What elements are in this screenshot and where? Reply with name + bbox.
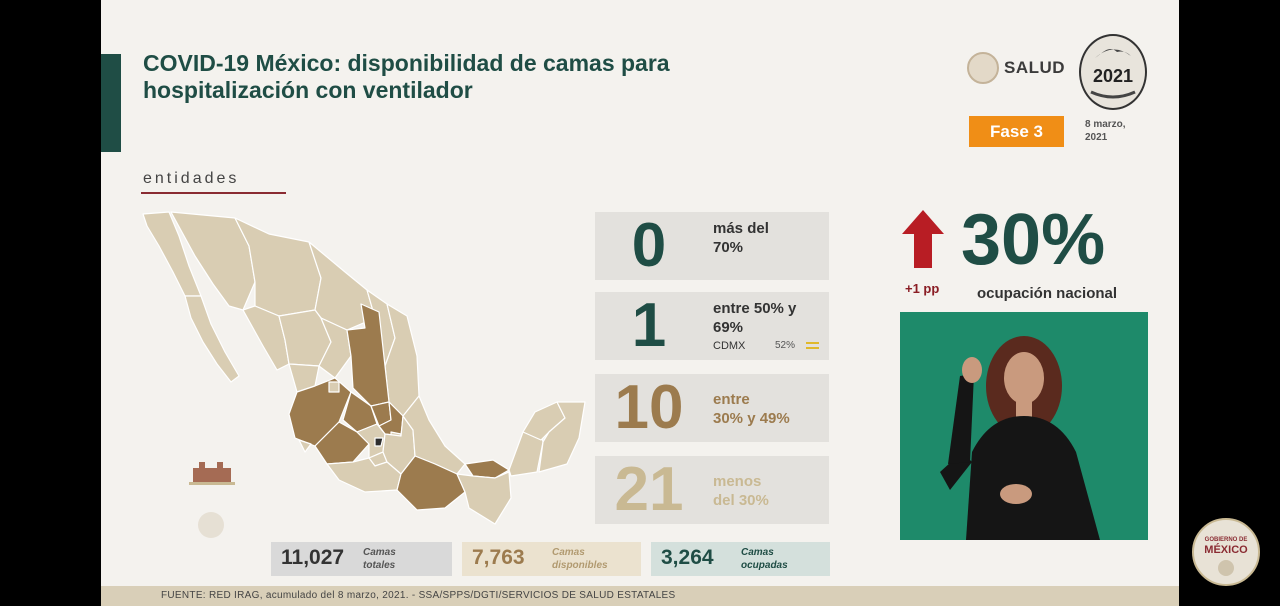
summary-label-line-2: disponibles [552, 560, 608, 571]
arrow-up-icon [902, 210, 944, 268]
map-state-quintana-roo [538, 401, 586, 473]
building-logo-icon [189, 462, 235, 485]
stat-number: 0 [631, 211, 667, 280]
stat-number: 21 [614, 455, 684, 524]
title-line-1: COVID-19 México: disponibilidad de camas… [143, 50, 670, 76]
title-line-2: hospitalización con ventilador [143, 77, 473, 103]
summary-occupied-label: Camas ocupadas [741, 546, 788, 572]
summary-label-line-1: Camas [552, 547, 585, 558]
summary-available-label: Camas disponibles [552, 546, 608, 572]
map-state-tabasco [464, 459, 510, 479]
gob-logo-line-2: MÉXICO [1204, 544, 1248, 556]
report-date: 8 marzo, 2021 [1085, 118, 1126, 144]
gob-seal-icon [1218, 560, 1234, 576]
map-state-cdmx [374, 437, 384, 447]
stat-label-line-1: entre 50% y [713, 300, 797, 317]
stat-box-under-30: 21 menos del 30% [595, 456, 829, 524]
map-label: entidades [143, 170, 240, 187]
stat-city-percent: 52% [775, 340, 796, 351]
stat-box-50-69: 1 entre 50% y 69% CDMX 52% [595, 292, 829, 360]
map-state-guerrero [326, 457, 402, 493]
map-state-san-luis-potosi [346, 303, 390, 407]
stat-label-line-1: más del [713, 220, 769, 237]
national-percent: 30% [961, 200, 1106, 280]
salud-logo-text: SALUD [1004, 58, 1066, 77]
stat-label: menos del 30% [713, 472, 769, 510]
stat-label-line-2: 30% y 49% [713, 410, 790, 427]
map-state-aguascalientes [328, 381, 340, 393]
page-title: COVID-19 México: disponibilidad de camas… [143, 50, 843, 104]
summary-occupied: 3,264 Camas ocupadas [651, 542, 830, 576]
stat-number: 1 [631, 291, 667, 360]
stat-label: más del 70% [713, 219, 769, 257]
stat-number: 10 [614, 373, 684, 442]
stat-box-over-70: 0 más del 70% [595, 212, 829, 280]
eagle-icon [1090, 49, 1136, 99]
summary-label-line-1: Camas [741, 547, 774, 558]
slide: COVID-19 México: disponibilidad de camas… [101, 0, 1179, 606]
summary-available: 7,763 Camas disponibles [462, 542, 641, 576]
footer: FUENTE: RED IRAG, acumulado del 8 marzo,… [101, 586, 1179, 606]
stat-label-line-1: entre [713, 391, 750, 408]
date-line-2: 2021 [1085, 132, 1108, 143]
national-label: ocupación nacional [977, 285, 1118, 302]
mexico-map [142, 211, 586, 525]
map-label-underline [141, 192, 286, 194]
stat-city: CDMX [713, 340, 746, 352]
stat-label: entre 50% y 69% [713, 299, 796, 337]
date-line-1: 8 marzo, [1085, 119, 1126, 130]
interpreter-video [900, 312, 1148, 540]
stat-box-30-49: 10 entre 30% y 49% [595, 374, 829, 442]
map-state-baja-california-sur [184, 295, 240, 383]
change-pp: +1 pp [905, 281, 940, 296]
map-state-chiapas [456, 471, 512, 525]
logo-year: 2021 [1092, 66, 1134, 86]
logo-2021: 2021 [1079, 34, 1147, 110]
summary-label-line-2: ocupadas [741, 560, 788, 571]
stat-label-line-2: 70% [713, 239, 744, 256]
gobierno-mexico-logo: GOBIERNO DE MÉXICO [1192, 518, 1260, 586]
summary-total-label: Camas totales [363, 546, 396, 572]
seal-icon [967, 52, 999, 84]
gob-logo-line-1: GOBIERNO DE [1204, 537, 1248, 543]
summary-available-value: 7,763 [472, 546, 525, 569]
summary-total: 11,027 Camas totales [271, 542, 452, 576]
summary-label-line-1: Camas [363, 547, 396, 558]
accent-bar [101, 54, 121, 152]
phase-badge: Fase 3 [969, 116, 1064, 147]
salud-logo: SALUD [967, 52, 1065, 84]
footer-source: FUENTE: RED IRAG, acumulado del 8 marzo,… [161, 590, 676, 601]
summary-label-line-2: totales [363, 560, 396, 571]
interpreter-figure-icon [940, 336, 1100, 540]
equal-indicator-icon [806, 342, 819, 349]
stat-label: entre 30% y 49% [713, 390, 790, 428]
map-state-veracruz [402, 395, 466, 475]
summary-occupied-value: 3,264 [661, 546, 714, 569]
summary-total-value: 11,027 [281, 546, 345, 569]
map-state-colima [298, 439, 312, 453]
stat-label-line-2: del 30% [713, 492, 769, 509]
seal-small-icon [198, 512, 224, 538]
stat-label-line-1: menos [713, 473, 762, 490]
stat-label-line-2: 69% [713, 319, 744, 336]
